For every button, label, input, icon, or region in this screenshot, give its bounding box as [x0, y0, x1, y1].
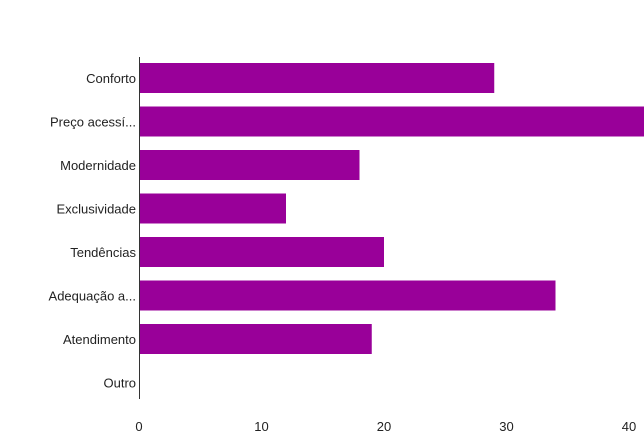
x-tick-30: 30: [499, 419, 513, 434]
bar-adequacao-a: [139, 280, 556, 311]
category-label-preco-acessi: Preço acessí...: [50, 115, 136, 130]
bar-modernidade: [139, 150, 360, 180]
x-tick-0: 0: [135, 419, 142, 434]
category-label-adequacao-a: Adequação a...: [49, 289, 136, 304]
bar-preco-acessi: [139, 106, 644, 137]
bar-atendimento: [139, 324, 372, 354]
bar-conforto: [139, 63, 495, 93]
category-label-exclusividade: Exclusividade: [57, 202, 137, 217]
x-tick-10: 10: [254, 419, 268, 434]
bars: [139, 63, 644, 354]
category-label-conforto: Conforto: [86, 71, 136, 86]
category-label-outro: Outro: [103, 376, 136, 391]
bar-tendencias: [139, 237, 384, 267]
x-tick-labels: 0 10 20 30 40: [135, 419, 636, 434]
category-labels: Conforto Preço acessí... Modernidade Exclus…: [49, 71, 137, 391]
category-label-modernidade: Modernidade: [60, 158, 136, 173]
category-label-tendencias: Tendências: [70, 245, 136, 260]
x-tick-20: 20: [377, 419, 391, 434]
bar-exclusividade: [139, 193, 286, 224]
category-label-atendimento: Atendimento: [63, 332, 136, 347]
x-tick-40: 40: [622, 419, 636, 434]
